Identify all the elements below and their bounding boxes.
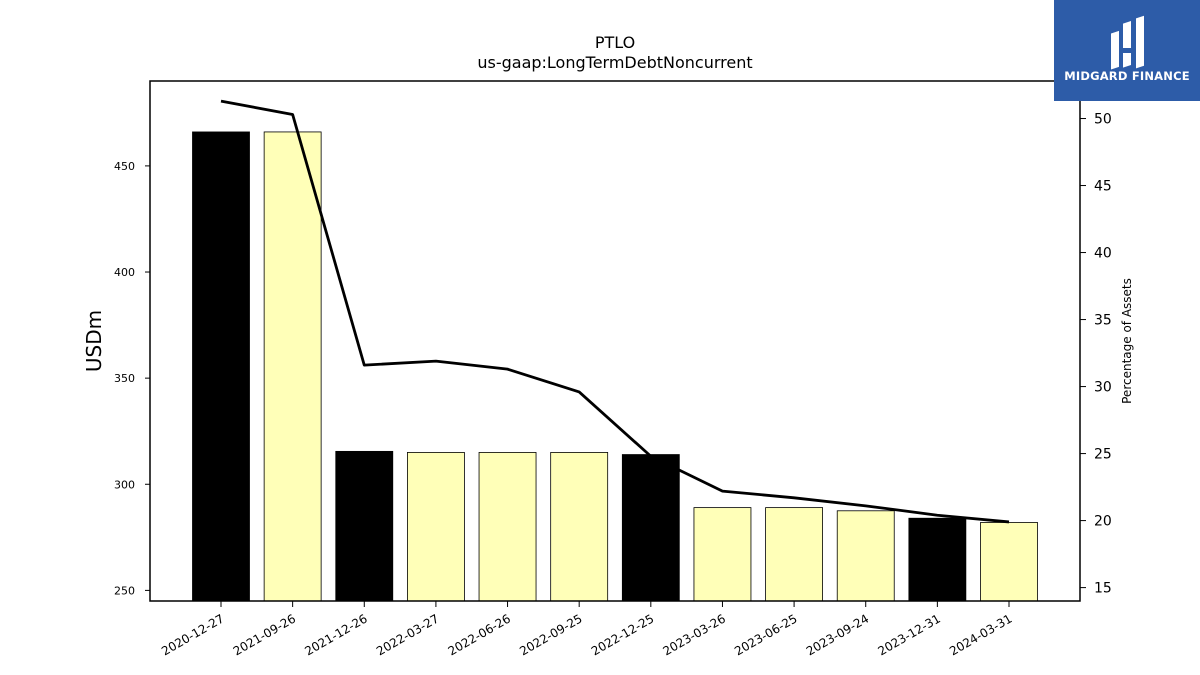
logo-text: MIDGARD FINANCE bbox=[1064, 69, 1190, 83]
bar-2020-12-27 bbox=[192, 131, 250, 602]
bars-layer bbox=[192, 131, 1038, 602]
y2-tick-label: 40 bbox=[1094, 246, 1112, 262]
y-tick-label: 350 bbox=[114, 372, 135, 385]
bar-2021-12-26 bbox=[335, 450, 394, 602]
y-tick-label: 300 bbox=[114, 478, 135, 491]
y-tick-label: 250 bbox=[114, 584, 135, 597]
midgard-finance-logo: MIDGARD FINANCE bbox=[1054, 0, 1200, 101]
bar-2023-06-25 bbox=[765, 507, 823, 602]
y2-tick-label: 25 bbox=[1094, 447, 1112, 463]
bar-2021-09-26 bbox=[263, 131, 322, 602]
y2-axis-label: Percentage of Assets bbox=[1120, 278, 1134, 404]
x-tick-label: 2022-09-25 bbox=[517, 611, 584, 658]
y2-tick-label: 45 bbox=[1094, 179, 1112, 195]
y-axis-label: USDm bbox=[82, 310, 106, 372]
line-layer bbox=[220, 99, 1010, 524]
y-axis-left: 250 300 350 400 450 bbox=[114, 160, 150, 597]
y2-tick-label: 20 bbox=[1094, 514, 1112, 530]
bar-2023-12-31 bbox=[908, 517, 967, 602]
y2-tick-label: 30 bbox=[1094, 380, 1112, 396]
y-tick-label: 400 bbox=[114, 266, 135, 279]
x-tick-label: 2023-03-26 bbox=[661, 611, 728, 658]
bar-2024-03-31 bbox=[980, 522, 1038, 602]
bar-2022-03-27 bbox=[407, 452, 465, 602]
x-tick-label: 2023-06-25 bbox=[732, 611, 799, 658]
chart-subtitle: us-gaap:LongTermDebtNoncurrent bbox=[477, 53, 752, 72]
bar-2022-12-25 bbox=[621, 454, 680, 602]
y-tick-label: 450 bbox=[114, 160, 135, 173]
x-tick-label: 2023-09-24 bbox=[804, 611, 871, 658]
y2-tick-label: 15 bbox=[1094, 581, 1112, 597]
bar-2022-06-26 bbox=[478, 452, 537, 602]
x-tick-label: 2022-03-27 bbox=[374, 611, 441, 658]
y2-tick-label: 50 bbox=[1094, 112, 1112, 128]
x-tick-label: 2020-12-27 bbox=[159, 611, 226, 658]
y2-tick-label: 35 bbox=[1094, 313, 1112, 329]
bar-2023-09-24 bbox=[836, 510, 895, 602]
x-tick-label: 2021-12-26 bbox=[302, 611, 369, 658]
x-tick-label: 2021-09-26 bbox=[231, 611, 298, 658]
x-axis: 2020-12-27 2021-09-26 2021-12-26 2022-03-27… bbox=[159, 601, 1015, 658]
x-tick-label: 2022-06-26 bbox=[446, 611, 513, 658]
bar-2022-09-25 bbox=[550, 452, 609, 602]
chart-title: PTLO bbox=[595, 33, 635, 52]
x-tick-label: 2024-03-31 bbox=[947, 611, 1014, 658]
logo-mark-icon bbox=[1111, 15, 1144, 70]
x-tick-label: 2023-12-31 bbox=[875, 611, 942, 658]
bar-2023-03-26 bbox=[693, 507, 752, 602]
y-axis-right: 15 20 25 30 35 40 45 50 bbox=[1080, 112, 1112, 597]
percentage-of-assets-line bbox=[220, 99, 1010, 524]
plot-frame bbox=[149, 80, 1081, 602]
x-tick-label: 2022-12-25 bbox=[589, 611, 656, 658]
